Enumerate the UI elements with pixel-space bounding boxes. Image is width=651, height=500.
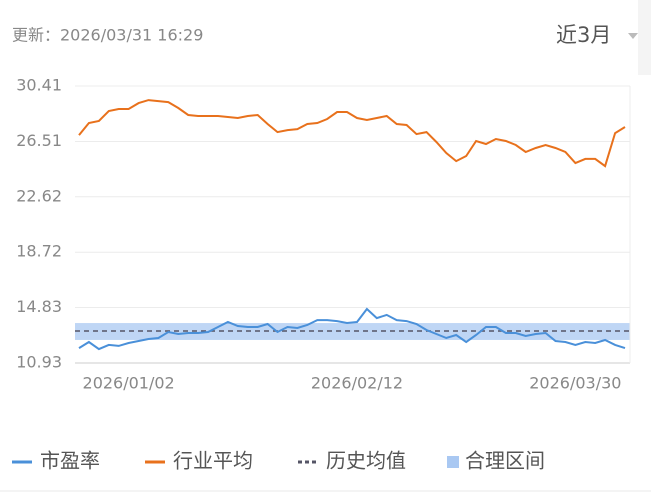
scrollbar xyxy=(638,0,651,75)
period-label[interactable]: 近3月 xyxy=(556,23,611,47)
legend-swatch xyxy=(447,456,459,468)
update-time: 更新：2026/03/31 16:29 xyxy=(12,26,203,45)
legend-label: 市盈率 xyxy=(40,449,100,473)
legend-label: 行业平均 xyxy=(173,449,253,473)
dropdown-arrow[interactable] xyxy=(628,33,638,39)
y-tick-label: 14.83 xyxy=(16,297,62,316)
y-tick-label: 10.93 xyxy=(16,353,62,372)
x-tick-label: 2026/01/02 xyxy=(83,374,175,393)
x-tick-label: 2026/03/30 xyxy=(529,374,621,393)
legend-label: 历史均值 xyxy=(326,449,406,473)
y-tick-label: 26.51 xyxy=(16,131,62,150)
series-line xyxy=(78,307,626,351)
series-line xyxy=(78,99,626,168)
y-tick-label: 18.72 xyxy=(16,242,62,261)
legend-label: 合理区间 xyxy=(465,449,545,473)
period-selector[interactable]: 近3月 xyxy=(556,23,638,47)
y-tick-label: 30.41 xyxy=(16,76,62,95)
x-tick-label: 2026/02/12 xyxy=(311,374,403,393)
y-tick-label: 22.62 xyxy=(16,186,62,205)
